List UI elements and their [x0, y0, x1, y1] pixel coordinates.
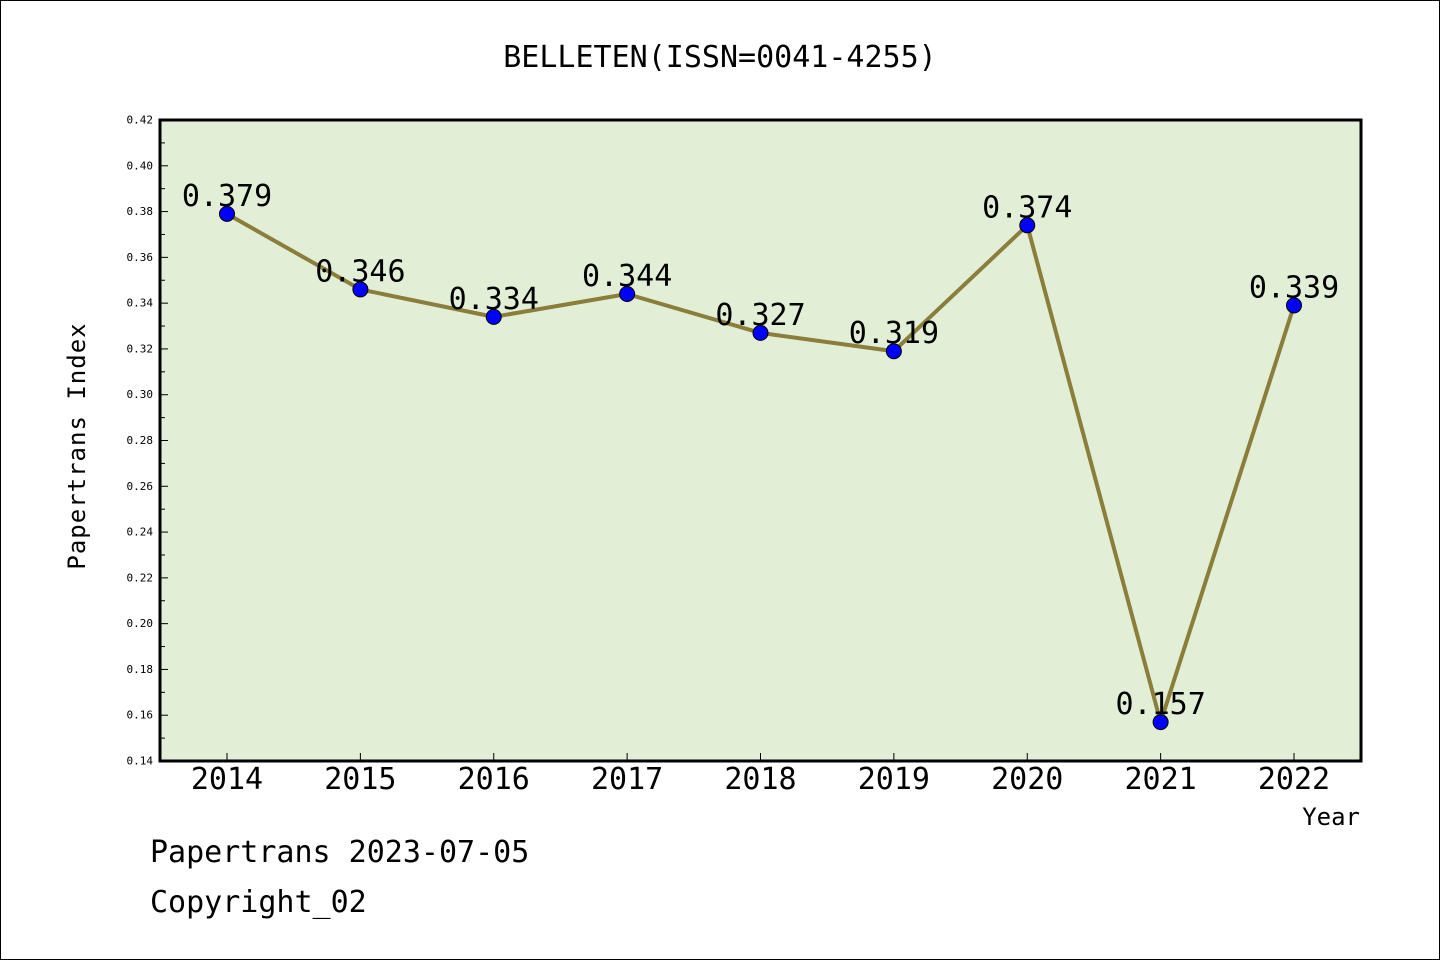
- data-label: 0.319: [849, 316, 939, 351]
- y-tick-label: 0.38: [127, 205, 154, 218]
- x-tick-label: 2017: [591, 762, 663, 797]
- data-point: [485, 308, 502, 325]
- y-tick-label: 0.42: [127, 114, 154, 127]
- y-tick-label: 0.26: [127, 480, 154, 493]
- x-tick-label: 2016: [458, 762, 530, 797]
- data-point: [1152, 714, 1169, 731]
- y-tick-label: 0.28: [127, 434, 154, 447]
- plot-area: [158, 118, 1363, 763]
- data-point: [352, 281, 369, 298]
- y-axis-label: Papertrans Index: [63, 322, 91, 569]
- x-tick-label: 2019: [858, 762, 930, 797]
- y-tick-label: 0.30: [127, 388, 154, 401]
- data-point: [752, 324, 769, 341]
- data-label: 0.339: [1249, 270, 1339, 305]
- data-label: 0.344: [582, 259, 672, 294]
- data-point: [885, 343, 902, 360]
- y-tick-label: 0.18: [127, 663, 154, 676]
- x-tick-label: 2018: [724, 762, 796, 797]
- chart-title: BELLETEN(ISSN=0041-4255): [503, 40, 936, 75]
- y-tick-label: 0.14: [127, 755, 154, 768]
- y-tick-label: 0.22: [127, 571, 154, 584]
- y-tick-label: 0.40: [127, 159, 154, 172]
- series-line-group: 0.379 0.346 0.334 0.344 0.327 0.319 0.374 0.157…: [182, 179, 1339, 731]
- x-tick-label: 2022: [1258, 762, 1330, 797]
- data-label: 0.157: [1115, 687, 1205, 722]
- footer-date: Papertrans 2023-07-05: [150, 835, 530, 870]
- x-axis: 2014 2015 2016 2017 2018 2019 2020 2021 2022: [191, 753, 1330, 797]
- footer-copyright: Copyright_02: [150, 885, 367, 920]
- y-tick-label: 0.16: [127, 709, 154, 722]
- data-label: 0.346: [315, 254, 405, 289]
- y-tick-label: 0.34: [127, 297, 154, 310]
- x-tick-label: 2014: [191, 762, 263, 797]
- x-tick-label: 2015: [324, 762, 396, 797]
- x-tick-label: 2021: [1125, 762, 1197, 797]
- data-point: [1019, 217, 1036, 234]
- data-label: 0.374: [982, 190, 1072, 225]
- x-tick-label: 2020: [991, 762, 1063, 797]
- y-axis: 0.14 0.16 0.18 0.20 0.22 0.24 0.26 0.28 0.30 0.32…: [127, 114, 168, 768]
- data-label: 0.379: [182, 179, 272, 214]
- y-tick-label: 0.20: [127, 617, 154, 630]
- data-label: 0.334: [449, 282, 539, 317]
- y-tick-label: 0.36: [127, 251, 154, 264]
- y-tick-label: 0.32: [127, 342, 154, 355]
- data-point: [219, 205, 235, 222]
- data-point: [619, 285, 636, 302]
- data-label: 0.327: [715, 298, 805, 333]
- data-point: [1286, 297, 1302, 314]
- y-tick-label: 0.24: [127, 526, 154, 539]
- x-axis-label: Year: [1302, 803, 1360, 831]
